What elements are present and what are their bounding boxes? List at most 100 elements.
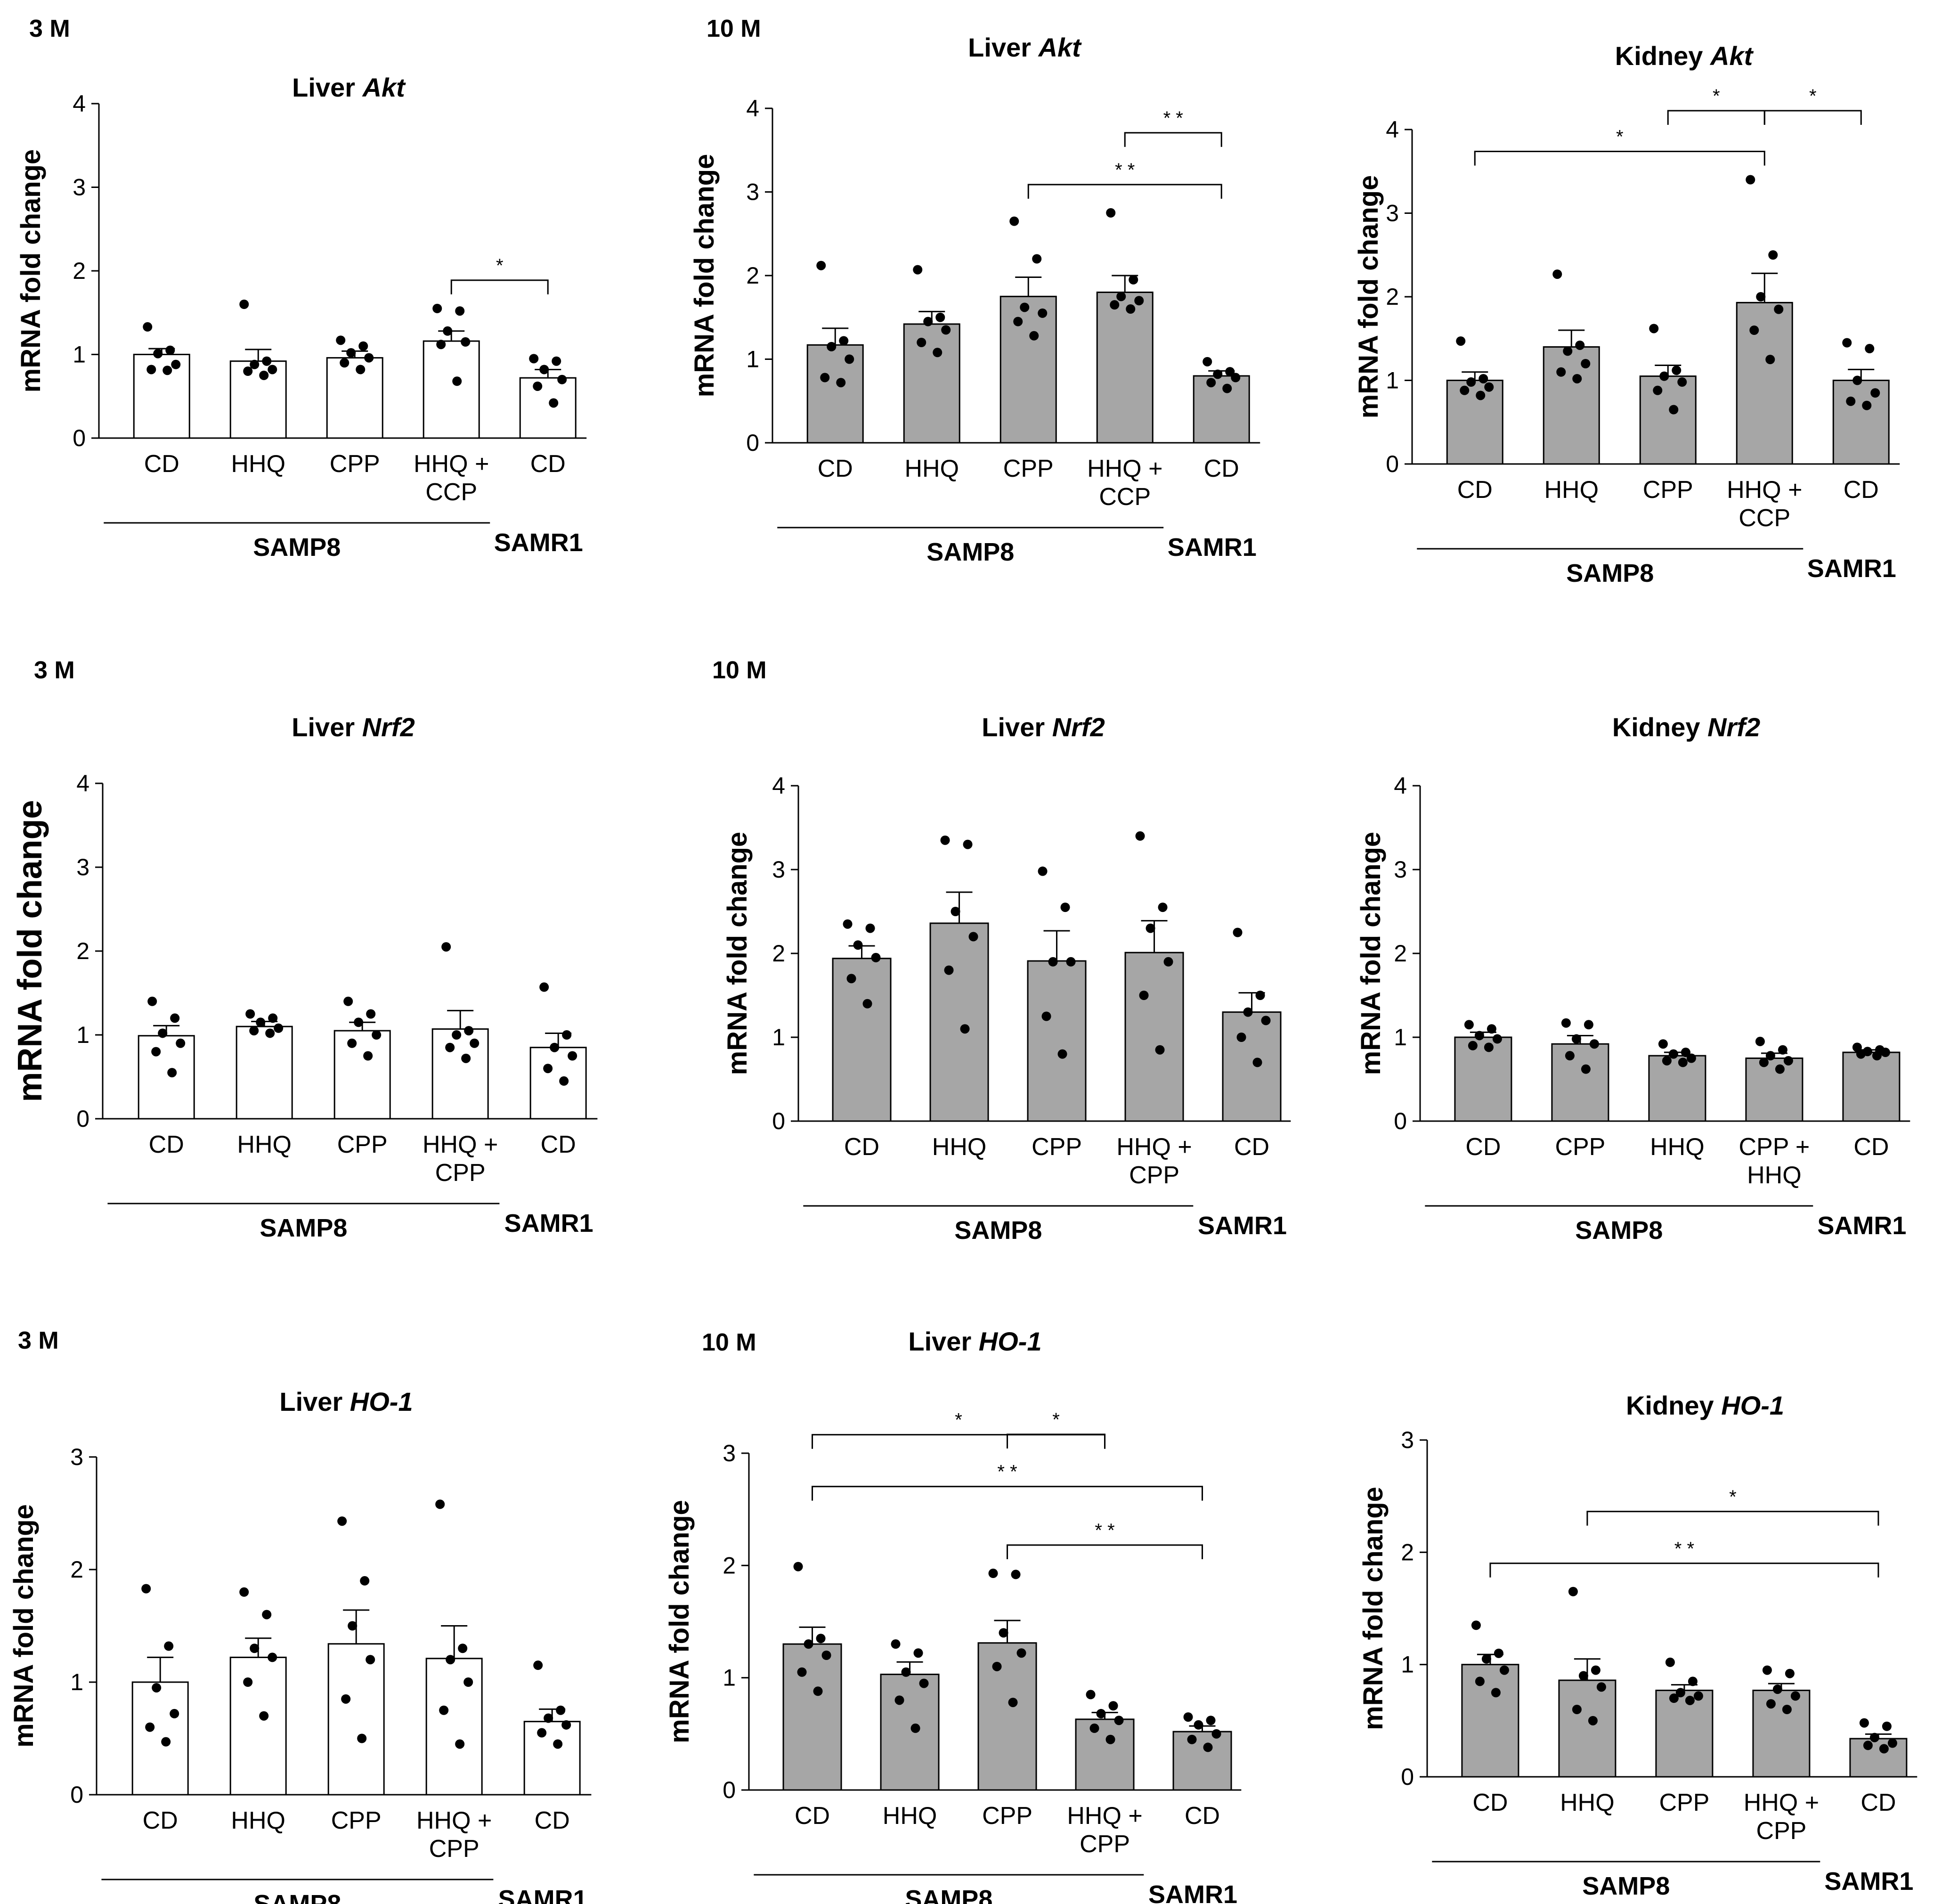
- chart-title-gene: HO-1: [350, 1387, 413, 1416]
- data-point: [1665, 1657, 1675, 1667]
- data-point: [1041, 1011, 1051, 1021]
- y-tick-label: 2: [1401, 1539, 1414, 1565]
- data-point: [363, 1051, 373, 1061]
- y-tick-label: 2: [723, 1552, 736, 1579]
- y-tick-label: 2: [73, 258, 86, 284]
- chart-title: Kidney Akt: [1615, 41, 1754, 71]
- data-point: [839, 336, 849, 346]
- category-label-2: CPP: [1643, 476, 1693, 504]
- bar-3: [1096, 292, 1154, 444]
- bar-1: [1543, 346, 1600, 465]
- category-label-line: CD: [795, 1802, 830, 1830]
- data-point: [1057, 1049, 1067, 1059]
- group-label-samr1: SAMR1: [498, 1885, 587, 1904]
- data-point: [813, 1686, 823, 1696]
- data-point: [1255, 991, 1265, 1000]
- bar-2: [1648, 1055, 1706, 1122]
- data-point: [1872, 1051, 1882, 1061]
- category-label-line: HHQ: [1747, 1162, 1802, 1189]
- data-point: [170, 1013, 180, 1023]
- data-point: [1775, 1064, 1785, 1074]
- data-point: [1008, 1698, 1018, 1708]
- data-point: [1202, 357, 1212, 366]
- data-point: [1571, 1034, 1581, 1044]
- category-label-line: CD: [535, 1807, 570, 1834]
- data-point: [1668, 1049, 1678, 1059]
- group-label-samr1: SAMR1: [1198, 1212, 1287, 1240]
- bar-0: [782, 1643, 842, 1791]
- significance-label: * *: [997, 1462, 1017, 1482]
- data-point: [176, 1038, 186, 1048]
- data-point: [568, 1051, 577, 1061]
- y-tick-label: 3: [723, 1440, 736, 1466]
- data-point: [239, 300, 249, 309]
- category-label-2: CPP: [1032, 1133, 1082, 1161]
- category-label-0: CD: [818, 455, 853, 482]
- bar-4: [1193, 375, 1250, 444]
- chart-title: Liver Akt: [968, 33, 1082, 62]
- chart-title-plain: Liver: [292, 73, 362, 102]
- group-label-samr1: SAMR1: [1807, 554, 1896, 583]
- category-label-1: HHQ: [1544, 476, 1599, 504]
- group-label-samp8: SAMP8: [926, 538, 1014, 566]
- category-label-3: HHQ + CPP: [416, 1807, 492, 1863]
- chart-title-plain: Liver: [279, 1387, 349, 1416]
- chart-title: Liver HO-1: [908, 1326, 1041, 1356]
- category-label-3: HHQ + CPP: [422, 1131, 498, 1187]
- data-point: [1089, 1723, 1099, 1733]
- y-tick-label: 0: [1394, 1108, 1407, 1134]
- data-point: [1110, 300, 1120, 310]
- data-point: [1842, 338, 1852, 348]
- data-point: [1862, 400, 1872, 410]
- data-point: [268, 1652, 277, 1662]
- data-point: [1183, 1712, 1193, 1722]
- bar-3: [1752, 1689, 1811, 1778]
- category-label-line: CD: [1204, 455, 1239, 482]
- chart-title-plain: Liver: [982, 712, 1052, 742]
- category-label-line: HHQ: [231, 450, 285, 478]
- chart-title: Liver HO-1: [279, 1387, 413, 1416]
- category-label-line: HHQ: [1544, 476, 1599, 504]
- bar-1: [929, 922, 989, 1122]
- category-label-3: HHQ + CPP: [1067, 1802, 1142, 1858]
- data-point: [539, 365, 549, 374]
- y-tick-label: 1: [70, 1669, 83, 1695]
- y-tick-label: 1: [1401, 1652, 1414, 1678]
- chart-title-plain: Kidney: [1615, 41, 1710, 71]
- y-tick-label: 4: [772, 773, 785, 799]
- data-point: [1206, 1716, 1216, 1725]
- y-tick-label: 2: [1386, 284, 1399, 310]
- y-tick-label: 3: [746, 179, 759, 205]
- bar-3: [431, 1028, 489, 1120]
- age-label: 3 M: [29, 15, 70, 42]
- data-point: [552, 356, 561, 366]
- category-label-4: CD: [1861, 1789, 1896, 1816]
- data-point: [1659, 371, 1669, 381]
- data-point: [1460, 385, 1470, 395]
- data-point: [533, 1660, 543, 1670]
- y-tick-label: 3: [772, 856, 785, 883]
- data-point: [894, 1695, 904, 1705]
- data-point: [1105, 1734, 1115, 1744]
- y-tick-label: 2: [772, 940, 785, 967]
- category-label-4: CD: [1853, 1133, 1889, 1161]
- data-point: [245, 1009, 255, 1019]
- category-label-line: CPP: [330, 450, 380, 478]
- data-point: [268, 365, 277, 374]
- data-point: [1846, 396, 1856, 406]
- data-point: [1572, 1705, 1582, 1714]
- data-point: [1859, 1718, 1869, 1728]
- data-point: [1471, 1620, 1481, 1630]
- significance-bracket: [1586, 1511, 1879, 1526]
- data-point: [561, 1720, 571, 1730]
- category-label-3: CPP + HHQ: [1739, 1133, 1810, 1189]
- data-point: [243, 366, 253, 376]
- group-label-samr1: SAMR1: [1824, 1867, 1913, 1896]
- data-point: [816, 260, 826, 270]
- data-point: [910, 1723, 920, 1733]
- data-point: [461, 337, 471, 347]
- y-axis-label: mRNA fold change: [8, 1504, 39, 1748]
- category-label-line: CPP: [1003, 455, 1054, 482]
- category-label-3: HHQ + CCP: [1727, 476, 1802, 532]
